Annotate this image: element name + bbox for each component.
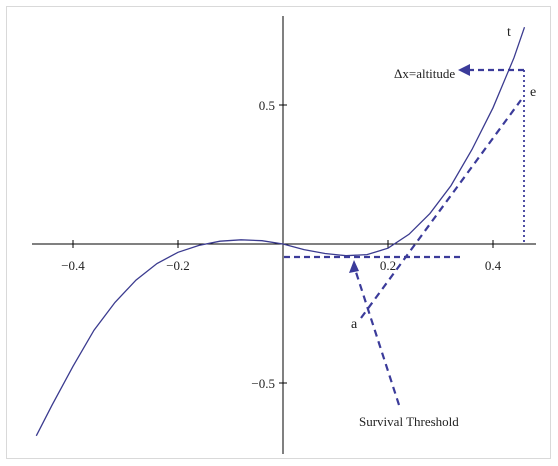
e-label: e — [530, 85, 536, 100]
chart-frame — [6, 6, 551, 459]
x-tick-label: 0.2 — [380, 258, 396, 273]
annotation-lines — [284, 68, 525, 406]
x-tick-label: 0.4 — [485, 258, 502, 273]
altitude-label: Δx=altitude — [394, 66, 455, 81]
survival-threshold-label: Survival Threshold — [359, 414, 459, 429]
x-tick-label: −0.2 — [166, 258, 190, 273]
function-curve — [35, 26, 526, 437]
axis-ticks: −0.4 −0.2 0.2 0.4 0.5 −0.5 — [61, 98, 501, 391]
threshold-pointer-line — [352, 265, 401, 406]
altitude-arrowhead — [458, 64, 470, 76]
y-tick-label: −0.5 — [251, 376, 275, 391]
threshold-arrowhead — [349, 260, 359, 273]
y-tick-label: 0.5 — [259, 98, 275, 113]
a-label: a — [351, 317, 358, 332]
t-label: t — [507, 25, 511, 40]
x-tick-label: −0.4 — [61, 258, 85, 273]
tangent-line — [360, 99, 522, 319]
